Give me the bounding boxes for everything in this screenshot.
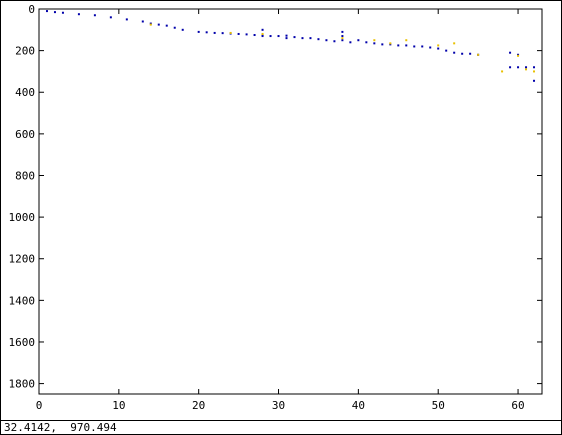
- y-tick-label: 1600: [9, 336, 36, 349]
- data-point: [357, 39, 360, 42]
- y-tick-label: 200: [15, 45, 35, 58]
- data-point: [205, 31, 208, 34]
- data-point: [261, 32, 264, 35]
- data-point: [533, 79, 536, 82]
- data-point: [349, 41, 352, 44]
- data-point: [381, 43, 384, 46]
- y-tick-label: 1000: [9, 211, 36, 224]
- data-point: [165, 24, 168, 27]
- data-point: [341, 37, 344, 40]
- data-point: [453, 51, 456, 54]
- data-point: [293, 36, 296, 39]
- data-point: [157, 23, 160, 26]
- y-tick-label: 0: [28, 3, 35, 16]
- data-point: [173, 26, 176, 29]
- data-point: [405, 39, 408, 42]
- data-point: [149, 23, 152, 26]
- data-points: [45, 10, 536, 82]
- data-point: [237, 32, 240, 35]
- x-tick-label: 30: [272, 399, 285, 412]
- data-point: [309, 37, 312, 40]
- data-point: [261, 34, 264, 37]
- data-point: [197, 30, 200, 33]
- data-point: [181, 28, 184, 31]
- data-point: [341, 39, 344, 42]
- data-point: [413, 45, 416, 48]
- data-point: [109, 16, 112, 19]
- data-point: [93, 14, 96, 17]
- data-point: [221, 32, 224, 35]
- data-point: [389, 42, 392, 45]
- data-point: [373, 42, 376, 45]
- data-point: [341, 30, 344, 33]
- data-point: [445, 49, 448, 52]
- data-point: [389, 43, 392, 46]
- data-point: [525, 68, 528, 71]
- data-point: [429, 46, 432, 49]
- x-tick-label: 10: [112, 399, 125, 412]
- data-point: [397, 44, 400, 47]
- data-point: [477, 53, 480, 56]
- data-point: [261, 35, 264, 38]
- data-point: [269, 35, 272, 38]
- data-point: [77, 13, 80, 16]
- data-point: [229, 31, 232, 34]
- y-tick-label: 1800: [9, 378, 36, 391]
- data-point: [517, 66, 520, 69]
- x-tick-label: 50: [432, 399, 445, 412]
- data-point: [437, 47, 440, 50]
- data-point: [285, 34, 288, 37]
- data-point: [509, 66, 512, 69]
- data-point: [469, 52, 472, 55]
- data-point: [501, 70, 504, 73]
- data-point: [453, 42, 456, 45]
- data-point: [301, 37, 304, 40]
- data-point: [517, 53, 520, 56]
- data-point: [317, 38, 320, 41]
- y-tick-label: 1400: [9, 294, 36, 307]
- x-tick-label: 0: [36, 399, 43, 412]
- y-tick-label: 600: [15, 128, 35, 141]
- data-point: [525, 66, 528, 69]
- data-point: [437, 44, 440, 47]
- data-point: [245, 33, 248, 36]
- y-tick-label: 800: [15, 169, 35, 182]
- data-point: [149, 22, 152, 25]
- data-point: [517, 54, 520, 57]
- data-point: [533, 70, 536, 73]
- data-point: [373, 39, 376, 42]
- data-point: [509, 51, 512, 54]
- data-point: [125, 18, 128, 21]
- data-point: [61, 11, 64, 14]
- data-point: [325, 39, 328, 42]
- x-tick-label: 40: [352, 399, 365, 412]
- plot-frame: [38, 8, 543, 395]
- data-point: [333, 40, 336, 43]
- data-point: [141, 20, 144, 23]
- data-point: [45, 10, 48, 13]
- y-tick-label: 1200: [9, 253, 36, 266]
- x-tick-label: 20: [192, 399, 205, 412]
- data-point: [341, 35, 344, 38]
- scatter-plot[interactable]: 0 10 20 30 40 50 60020040060080010001200140016…: [1, 1, 561, 420]
- data-point: [213, 31, 216, 34]
- x-tick-label: 60: [511, 399, 524, 412]
- y-tick-label: 400: [15, 86, 35, 99]
- data-point: [533, 66, 536, 69]
- axis-ticks: [38, 8, 542, 394]
- data-point: [277, 35, 280, 38]
- data-point: [261, 28, 264, 31]
- data-point: [285, 37, 288, 40]
- tick-labels: 0 10 20 30 40 50 60020040060080010001200140016…: [9, 3, 525, 412]
- data-point: [461, 52, 464, 55]
- coordinate-readout: 32.4142, 970.494: [1, 420, 561, 434]
- data-point: [365, 41, 368, 44]
- data-point: [253, 34, 256, 37]
- data-point: [405, 44, 408, 47]
- data-point: [53, 11, 56, 14]
- data-point: [421, 45, 424, 48]
